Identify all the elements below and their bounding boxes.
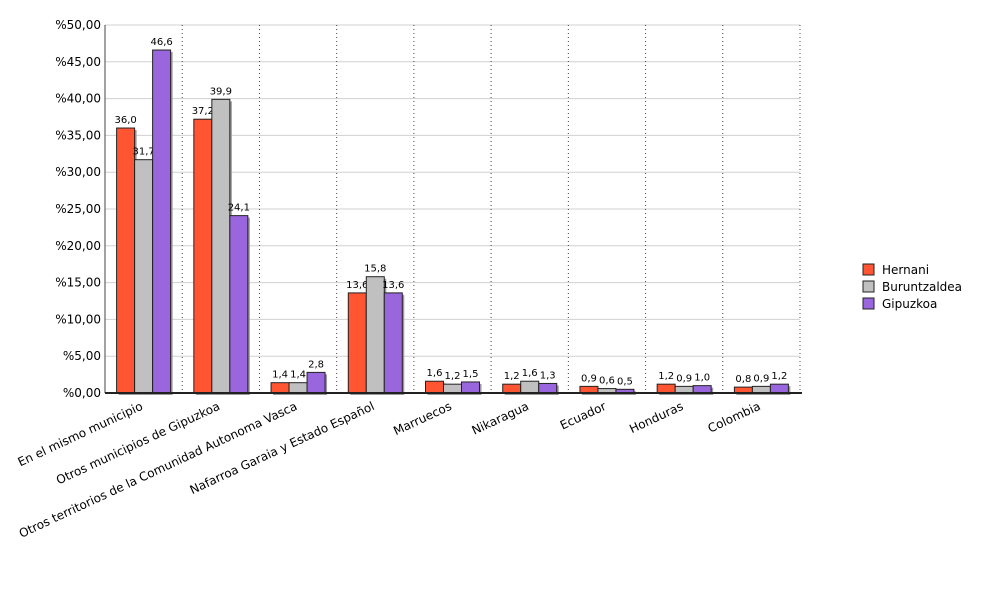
bar [193,118,213,394]
x-tick-label: Colombia [706,399,763,436]
bar [229,215,249,394]
value-label: 1,4 [290,370,306,381]
y-tick-label: %0,00 [63,386,101,400]
bar [288,382,308,394]
value-label: 39,9 [210,86,232,97]
x-tick-label: Ecuador [558,399,608,432]
value-label: 13,6 [346,280,368,291]
value-label: 0,9 [753,373,769,384]
y-tick-label: %45,00 [55,55,101,69]
bar [383,292,403,394]
value-label: 31,7 [132,147,154,158]
legend-swatch [862,280,875,293]
value-label: 0,9 [676,373,692,384]
value-label: 1,2 [504,371,520,382]
x-tick-label: Honduras [627,399,685,436]
bar [502,383,522,394]
value-label: 2,8 [308,359,324,370]
y-tick-label: %25,00 [55,202,101,216]
bar [365,276,385,394]
value-label: 36,0 [114,115,136,126]
y-tick-label: %15,00 [55,276,101,290]
legend-label: Gipuzkoa [882,297,937,311]
bar [270,382,290,394]
value-label: 1,3 [540,370,556,381]
y-tick-label: %10,00 [55,312,101,326]
bar [152,49,172,394]
legend-swatch [862,297,875,310]
value-label: 1,4 [272,370,288,381]
y-tick-label: %20,00 [55,239,101,253]
bar [692,385,712,394]
legend-label: Buruntzaldea [882,280,962,294]
value-label: 1,6 [427,368,443,379]
value-label: 24,1 [228,203,250,214]
bar [461,381,480,394]
bar [443,383,462,394]
value-label: 1,5 [463,369,479,380]
value-label: 1,6 [522,368,538,379]
y-tick-label: %40,00 [55,92,101,106]
y-tick-label: %5,00 [63,349,101,363]
x-tick-label: Otros territorios de la Comunidad Autono… [17,399,300,541]
bar [347,292,367,394]
value-label: 46,6 [150,37,172,48]
x-tick-label: Marruecos [391,399,454,438]
value-label: 1,2 [445,371,461,382]
bar [116,127,136,394]
value-label: 1,0 [694,373,710,384]
bar [520,380,540,394]
y-tick-label: %30,00 [55,165,101,179]
value-label: 37,2 [192,106,214,117]
x-tick-label: Nikaragua [470,399,531,438]
value-label: 0,8 [735,374,751,385]
value-label: 1,2 [658,371,674,382]
value-label: 15,8 [364,264,386,275]
value-label: 1,2 [771,371,787,382]
bar [656,383,676,394]
value-label: 0,5 [617,376,633,387]
y-tick-label: %50,00 [55,18,101,32]
bar [211,98,231,394]
legend-swatch [862,263,875,276]
value-label: 13,6 [382,280,404,291]
y-tick-label: %35,00 [55,128,101,142]
bar [306,371,326,394]
value-label: 0,9 [581,373,597,384]
x-tick-label: En el mismo municipio [16,399,145,469]
bar [538,382,558,394]
bar [769,383,789,394]
bar [425,380,444,394]
value-label: 0,6 [599,376,615,387]
legend-label: Hernani [882,263,929,277]
bar [134,159,154,394]
